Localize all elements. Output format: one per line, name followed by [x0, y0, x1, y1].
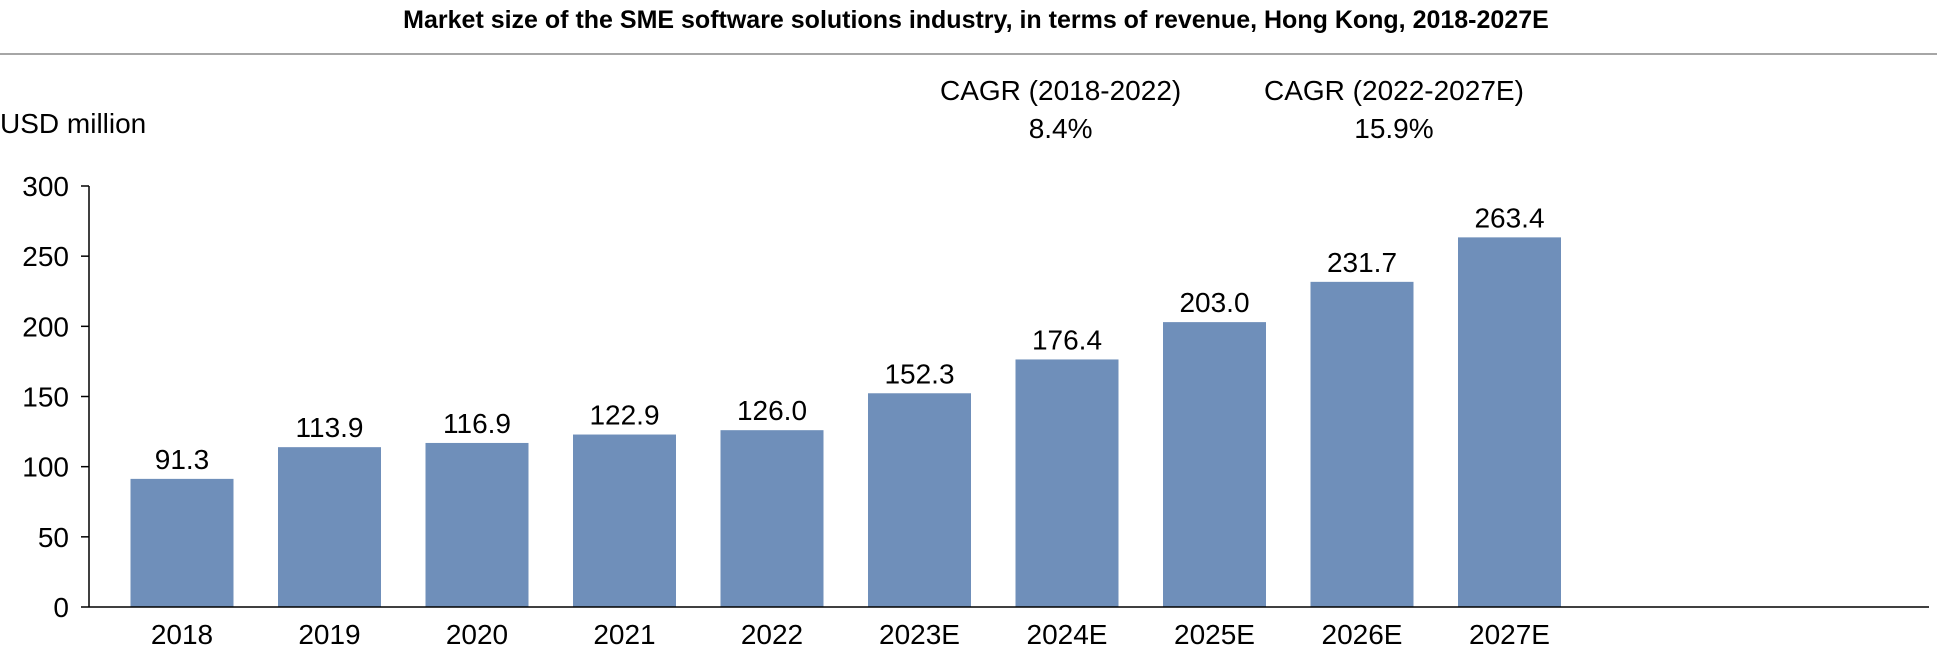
x-tick-label: 2022 [741, 619, 803, 650]
data-label: 152.3 [884, 358, 954, 389]
bars: 91.3 113.9 116.9 122.9 126.0 152.3 176.4 203.0 2… [130, 202, 1561, 607]
cagr-annotation-2018-2022: CAGR (2018-2022) 8.4% [940, 72, 1181, 148]
x-tick-label: 2027E [1469, 619, 1550, 650]
bar-2023e [868, 393, 971, 607]
y-tick-label: 200 [22, 311, 69, 342]
x-tick-label: 2019 [298, 619, 360, 650]
y-tick-label: 300 [22, 171, 69, 202]
bar-2027e [1458, 237, 1561, 607]
title-divider [0, 53, 1937, 55]
x-tick-label: 2021 [593, 619, 655, 650]
bar-2020 [425, 442, 529, 607]
y-axis-unit-label: USD million [0, 108, 147, 139]
bar-2019 [278, 447, 381, 607]
bar-2025e [1163, 322, 1266, 607]
bar-2021 [573, 434, 676, 607]
y-tick-label: 250 [22, 241, 69, 272]
x-tick-label: 2025E [1174, 619, 1255, 650]
data-label: 176.4 [1032, 324, 1102, 355]
x-tick-label: 2026E [1322, 619, 1403, 650]
data-label: 203.0 [1179, 287, 1249, 318]
y-tick-label: 50 [38, 522, 69, 553]
bar-2022 [720, 430, 824, 607]
cagr-label: CAGR (2018-2022) [940, 75, 1182, 106]
data-label: 263.4 [1474, 202, 1544, 233]
data-label: 231.7 [1327, 247, 1397, 278]
cagr-label: CAGR (2022-2027E) [1264, 75, 1524, 106]
x-axis: 2018 2019 2020 2021 2022 2023E 2024E 2025E 2026E… [89, 606, 1929, 650]
data-label: 91.3 [155, 444, 210, 475]
bar-2026e [1310, 281, 1414, 607]
data-label: 126.0 [737, 395, 807, 426]
data-label: 113.9 [296, 412, 364, 443]
data-label: 116.9 [443, 408, 511, 439]
cagr-value: 15.9% [1354, 113, 1434, 144]
chart-title: Market size of the SME software solution… [403, 6, 1549, 34]
cagr-annotation-2022-2027e: CAGR (2022-2027E) 15.9% [1264, 72, 1524, 148]
x-tick-label: 2020 [446, 619, 508, 650]
x-tick-label: 2023E [879, 619, 960, 650]
data-label: 122.9 [589, 400, 659, 431]
bar-2024e [1015, 359, 1119, 607]
y-tick-label: 0 [53, 592, 69, 623]
y-axis: 0 50 100 150 200 250 300 [22, 171, 90, 623]
cagr-value: 8.4% [1028, 113, 1093, 144]
y-tick-label: 100 [22, 452, 69, 483]
x-tick-label: 2018 [151, 619, 213, 650]
bar-2018 [130, 478, 234, 607]
y-tick-label: 150 [22, 382, 69, 413]
x-tick-label: 2024E [1027, 619, 1108, 650]
